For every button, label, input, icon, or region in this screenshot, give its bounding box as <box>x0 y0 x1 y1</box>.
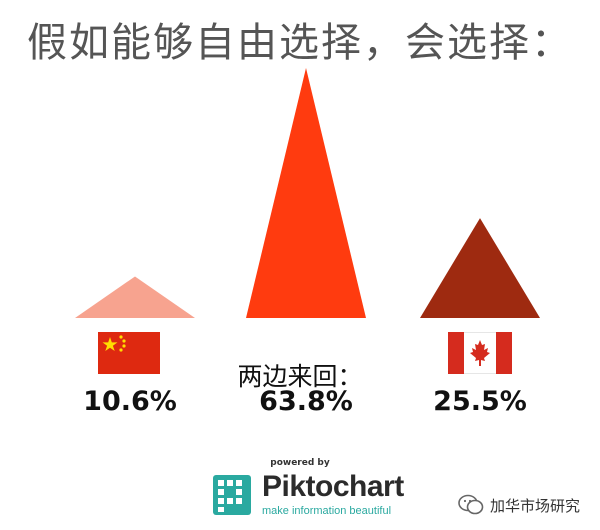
chart-title: 假如能够自由选择，会选择： <box>27 20 573 66</box>
piktochart-wordmark: Piktochart <box>262 470 404 504</box>
wordmark-part-2: chart <box>332 470 404 503</box>
wordmark-part-1: Pikto <box>262 470 333 503</box>
bar-1 <box>246 68 366 318</box>
wechat-icon <box>458 494 484 515</box>
piktochart-logo-icon <box>213 475 251 515</box>
category-label-both: 两边来回： <box>237 362 363 391</box>
value-label-canada: 25.5% <box>433 386 527 417</box>
piktochart-tagline: make information beautiful <box>262 505 392 517</box>
wechat-watermark: 加华市场研究 <box>458 494 580 516</box>
value-label-china: 10.6% <box>83 386 177 417</box>
watermark-text: 加华市场研究 <box>490 496 581 515</box>
canada-flag-icon <box>448 332 512 374</box>
china-flag-icon <box>98 332 160 374</box>
bar-2 <box>420 218 540 318</box>
value-label-both: 63.8% <box>259 386 353 417</box>
powered-by-text: powered by <box>270 458 330 468</box>
bar-0 <box>75 276 195 318</box>
